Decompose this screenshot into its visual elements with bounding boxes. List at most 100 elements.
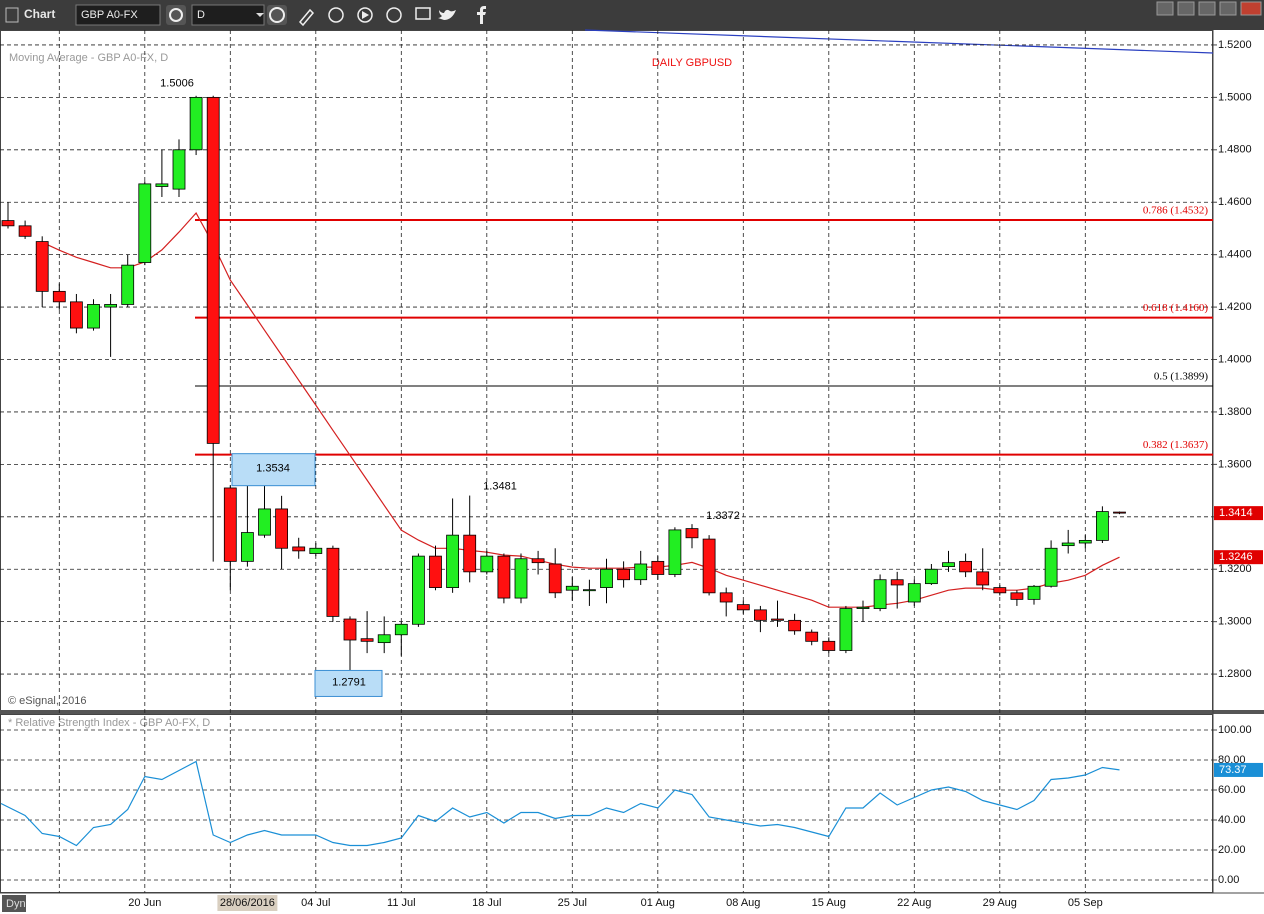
y-tick-label: 20.00 <box>1218 844 1246 856</box>
candle-body <box>343 618 357 641</box>
ma-label: Moving Average - GBP A0-FX, D <box>9 52 168 64</box>
play-button[interactable] <box>357 7 373 23</box>
candle-body <box>993 587 1007 594</box>
settings-icon <box>169 8 183 22</box>
interval-input[interactable] <box>191 4 265 26</box>
candle-body <box>1113 511 1126 514</box>
last-value-label: 1.3246 <box>1219 551 1253 563</box>
annotation: 1.3534 <box>256 463 290 475</box>
y-tick-label: 1.5200 <box>1218 39 1252 51</box>
candle-body <box>754 609 767 621</box>
candle-body <box>617 568 630 581</box>
help-button[interactable] <box>1156 1 1174 16</box>
x-tick-label: 22 Aug <box>897 897 931 909</box>
fib-label: 0.618 (1.4160) <box>1143 302 1208 314</box>
pane-divider <box>0 710 1264 714</box>
x-tick-label: 01 Aug <box>641 897 675 909</box>
candle-body <box>240 532 254 562</box>
candle-body <box>326 547 340 617</box>
candle-body <box>35 241 49 292</box>
window-title: Chart <box>24 7 55 21</box>
x-tick-label: 15 Aug <box>812 897 846 909</box>
facebook-button[interactable] <box>477 6 486 24</box>
y-tick-label: 1.3000 <box>1218 616 1252 628</box>
close-button[interactable] <box>1240 1 1262 16</box>
candle-body <box>52 290 66 303</box>
refresh-button[interactable] <box>328 7 344 23</box>
x-tick-label: 04 Jul <box>301 897 330 909</box>
annotation-box <box>231 453 316 487</box>
candle-body <box>309 547 323 554</box>
candle-body <box>394 623 408 636</box>
candle-body <box>1010 592 1024 600</box>
candle-body <box>104 304 117 308</box>
candle-body <box>275 508 289 549</box>
candle-body <box>719 592 733 603</box>
candle-body <box>822 640 836 651</box>
comment-button[interactable] <box>415 7 431 20</box>
candle-body <box>411 555 425 625</box>
candle-body <box>600 568 613 588</box>
candle-body <box>788 619 801 632</box>
annotation: 1.3372 <box>706 510 740 522</box>
settings-button[interactable] <box>166 5 186 25</box>
y-tick-label: 1.2800 <box>1218 668 1252 680</box>
dyn-button[interactable] <box>2 895 26 912</box>
last-value-tag <box>1214 762 1263 777</box>
candle-body <box>87 304 100 329</box>
candle-body <box>514 558 528 599</box>
candle-body <box>856 606 870 609</box>
twitter-button[interactable] <box>438 9 456 20</box>
x-tick-label: 05 Sep <box>1068 897 1103 909</box>
candle-body <box>839 608 853 651</box>
interval[interactable]: D <box>197 9 205 21</box>
last-value-tag <box>1214 550 1263 565</box>
candle-body <box>18 225 32 237</box>
last-value-label: 1.3414 <box>1219 507 1253 519</box>
zoom-button[interactable] <box>386 7 402 23</box>
clock-icon <box>269 7 285 23</box>
candle-body <box>805 631 819 642</box>
moving-average-line <box>41 211 1120 608</box>
y-tick-label: 1.4600 <box>1218 196 1252 208</box>
symbol-input[interactable] <box>75 4 161 26</box>
candle-body <box>121 264 135 305</box>
candle-body <box>976 571 990 586</box>
candle-body <box>702 538 716 594</box>
chart-title: DAILY GBPUSD <box>652 57 732 69</box>
rsi-label: * Relative Strength Index - GBP A0-FX, D <box>8 717 210 729</box>
window-button[interactable] <box>1177 1 1195 16</box>
candle-body <box>429 555 442 588</box>
restore-button[interactable] <box>1198 1 1216 16</box>
candle-body <box>206 96 220 444</box>
y-tick-label: 100.00 <box>1218 724 1252 736</box>
candle-body <box>463 534 477 573</box>
dyn-label[interactable]: Dyn <box>6 898 26 910</box>
candle-body <box>258 508 271 536</box>
candle-body <box>942 562 955 568</box>
candle-body <box>771 618 784 621</box>
x-tick-label: 28/06/2016 <box>220 897 275 909</box>
minimize-button[interactable] <box>1219 1 1237 16</box>
y-tick-label: 1.4400 <box>1218 249 1252 261</box>
candle-body <box>890 579 904 586</box>
candle-body <box>497 555 511 599</box>
candle-body <box>377 634 391 644</box>
annotation-box <box>314 669 383 697</box>
y-tick-label: 1.3200 <box>1218 563 1252 575</box>
x-tick-label: 08 Aug <box>726 897 760 909</box>
candle-body <box>189 96 203 151</box>
candle-body <box>685 528 699 539</box>
annotation: 1.3481 <box>483 480 517 492</box>
draw-button[interactable] <box>298 8 315 27</box>
symbol[interactable]: GBP A0-FX <box>81 9 138 21</box>
trend-line <box>584 29 1214 54</box>
y-tick-label: 1.3600 <box>1218 458 1252 470</box>
y-tick-label: 1.4000 <box>1218 353 1252 365</box>
fib-label: 0.786 (1.4532) <box>1143 205 1208 217</box>
candle-body <box>480 555 494 573</box>
fib-label: 0.5 (1.3899) <box>1154 371 1208 383</box>
candle-body <box>651 560 665 575</box>
candle-body <box>925 568 938 585</box>
